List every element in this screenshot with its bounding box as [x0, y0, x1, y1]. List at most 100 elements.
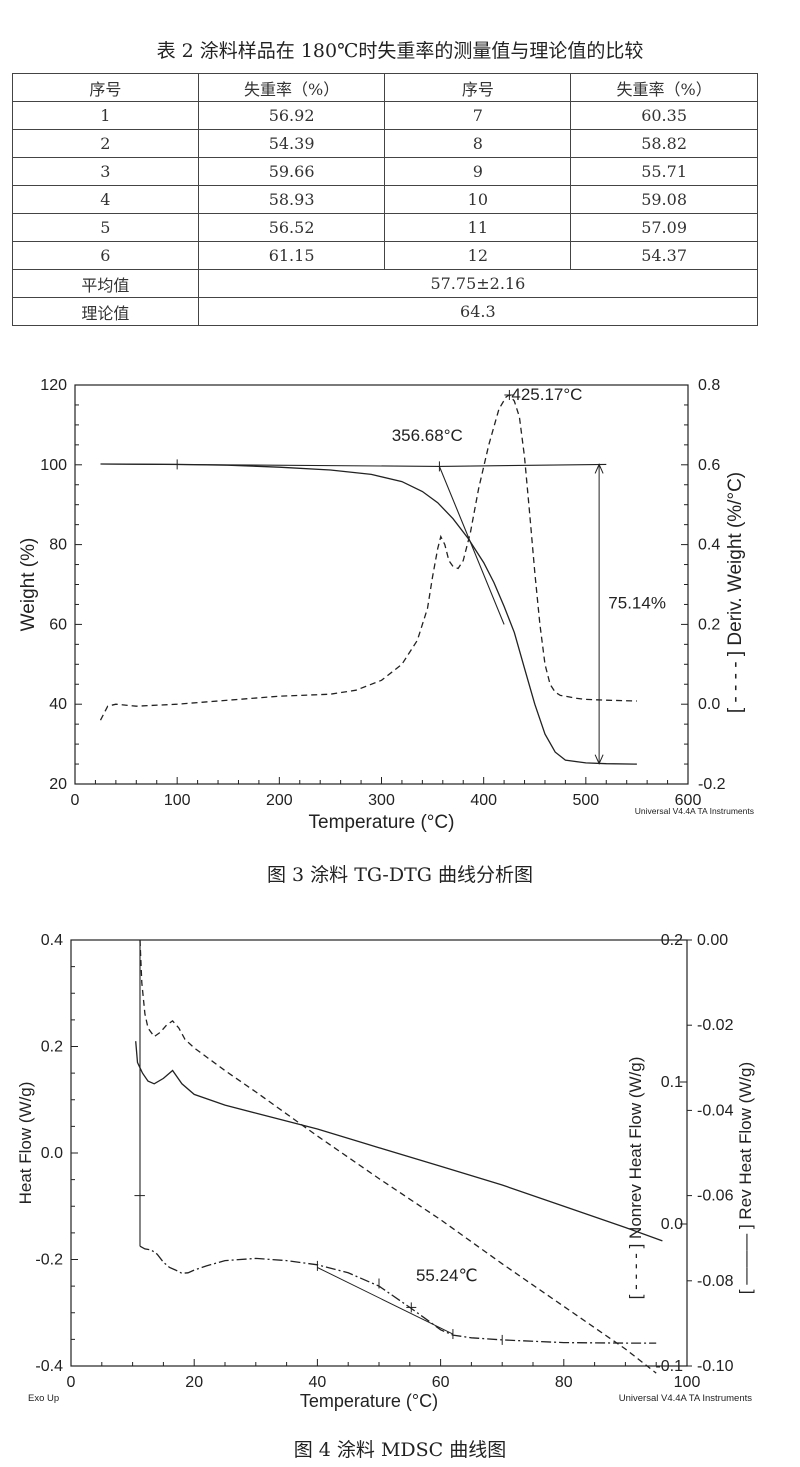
y-tick-label: 20 [49, 776, 67, 793]
software-note: Universal V4.4A TA Instruments [635, 806, 754, 816]
x-tick-label: 400 [470, 792, 497, 809]
table-cell: 5 [12, 213, 199, 242]
table-cell: 6 [12, 241, 199, 270]
table-row: 1 56.92 7 60.35 [12, 101, 758, 130]
table-row: 4 58.93 10 59.08 [12, 185, 758, 214]
figure3-caption: 图 3 涂料 TG-DTG 曲线分析图 [267, 864, 533, 886]
onset-label: 356.68°C [392, 426, 463, 445]
table-header-cell: 序号 [384, 73, 572, 102]
table-caption: 表 2 涂料样品在 180℃时失重率的测量值与理论值的比较 [156, 40, 644, 62]
y3-axis-label: [ ——— ] Rev Heat Flow (W/g) [736, 1062, 755, 1294]
y-tick-label: 0.0 [41, 1145, 63, 1162]
x-tick-label: 100 [164, 792, 191, 809]
table-row: 3 59.66 9 55.71 [12, 157, 758, 186]
mdsc-chart: 0 20 40 60 80 100 -0.4 -0.2 0.0 0.2 0.4 -0.1 0.0 0.1 0… [16, 932, 755, 1411]
y-tick-label: 40 [49, 696, 67, 713]
nonrev-heat-flow-curve [139, 939, 657, 1374]
rev-heat-flow-curve [139, 1245, 657, 1344]
table-body: 序号 失重率（%） 序号 失重率（%） 1 56.92 7 60.35 2 54.39 8 58.82… [12, 73, 759, 326]
y-axis-label: Heat Flow (W/g) [16, 1082, 35, 1205]
table-cell: 4 [12, 185, 199, 214]
dtg-curve [99, 394, 637, 721]
table-cell: 58.82 [570, 129, 758, 158]
tg-dtg-chart: 0 100 200 300 400 500 600 20 40 60 80 100 120 -0.2 0.0… [18, 377, 754, 833]
tangent-line [438, 466, 505, 625]
table-row: 6 61.15 12 54.37 [12, 241, 758, 270]
x-axis-label: Temperature (°C) [300, 1391, 438, 1411]
x-tick-label: 40 [309, 1374, 327, 1391]
table-cell: 1 [12, 101, 199, 130]
tangent-line [100, 463, 607, 467]
y2-axis-label: [ - - - - ] Nonrev Heat Flow (W/g) [626, 1057, 645, 1300]
y-tick-label: 0.2 [41, 1039, 63, 1056]
table-cell: 12 [384, 241, 572, 270]
mean-row: 平均值 57.75±2.16 [12, 269, 759, 298]
x-tick-label: 300 [368, 792, 395, 809]
plot-frame [70, 939, 688, 1367]
x-tick-label: 500 [572, 792, 599, 809]
table-header-cell: 序号 [12, 73, 199, 102]
theory-value: 64.3 [197, 297, 759, 326]
table-cell: 9 [384, 157, 572, 186]
table-cell: 7 [384, 101, 572, 130]
tangent-line [317, 1267, 454, 1335]
y3-tick-label: -0.06 [697, 1188, 734, 1205]
table-cell: 8 [384, 129, 572, 158]
loss-label: 75.14% [608, 593, 666, 612]
plot-frame [74, 384, 689, 785]
y3-tick-label: -0.04 [697, 1102, 734, 1119]
y-tick-label: -0.4 [35, 1358, 63, 1375]
tg-label: 55.24℃ [416, 1266, 478, 1285]
table-header-cell: 失重率（%） [197, 73, 386, 102]
x-tick-label: 0 [67, 1374, 76, 1391]
x-tick-label: 20 [185, 1374, 203, 1391]
y3-tick-label: -0.02 [697, 1017, 734, 1034]
tg-curve [100, 463, 637, 765]
table-cell: 59.66 [197, 157, 386, 186]
x-tick-label: 0 [71, 792, 80, 809]
table-cell: 61.15 [197, 241, 386, 270]
y3-tick-label: -0.08 [697, 1273, 734, 1290]
y2-tick-label: 0.0 [698, 696, 720, 713]
y-tick-label: 0.4 [41, 932, 63, 949]
weight-loss-table: 序号 失重率（%） 序号 失重率（%） 1 56.92 7 60.35 2 54.39 8 58.82… [12, 73, 759, 326]
table-row: 5 56.52 11 57.09 [12, 213, 758, 242]
y-tick-label: -0.2 [35, 1252, 63, 1269]
exo-label: Exo Up [28, 1393, 59, 1404]
y3-tick-label: 0.00 [697, 932, 728, 949]
y-tick-label: 80 [49, 537, 67, 554]
x-tick-label: 100 [674, 1374, 701, 1391]
heat-flow-curve [135, 1041, 663, 1242]
software-note: Universal V4.4A TA Instruments [619, 1393, 752, 1404]
table-cell: 58.93 [197, 185, 386, 214]
mean-value: 57.75±2.16 [197, 269, 759, 298]
table-cell: 56.52 [197, 213, 386, 242]
mean-label: 平均值 [12, 269, 199, 298]
table-cell: 54.37 [570, 241, 758, 270]
table-header-cell: 失重率（%） [570, 73, 758, 102]
y2-tick-label: 0.1 [661, 1074, 683, 1091]
peak-label: 425.17°C [511, 385, 582, 404]
arrow-head-top [594, 463, 604, 474]
x-tick-label: 600 [675, 792, 702, 809]
table-cell: 59.08 [570, 185, 758, 214]
arrow-head-bottom [594, 754, 604, 765]
y2-tick-label: 0.2 [698, 616, 720, 633]
y2-tick-label: 0.2 [661, 932, 683, 949]
figure4-caption: 图 4 涂料 MDSC 曲线图 [293, 1439, 507, 1461]
y-axis-label: Weight (%) [18, 538, 39, 632]
table-row: 2 54.39 8 58.82 [12, 129, 758, 158]
table-cell: 56.92 [197, 101, 386, 130]
y3-tick-label: -0.10 [697, 1358, 734, 1375]
x-tick-label: 200 [266, 792, 293, 809]
y-tick-label: 100 [40, 457, 67, 474]
y2-tick-label: -0.1 [655, 1358, 683, 1375]
table-cell: 60.35 [570, 101, 758, 130]
table-cell: 55.71 [570, 157, 758, 186]
x-tick-label: 80 [555, 1374, 573, 1391]
theory-label: 理论值 [12, 297, 199, 326]
table-cell: 57.09 [570, 213, 758, 242]
table-cell: 10 [384, 185, 572, 214]
y2-axis-label: [ - - - - ] Deriv. Weight (%/°C) [725, 472, 746, 713]
table-cell: 11 [384, 213, 572, 242]
